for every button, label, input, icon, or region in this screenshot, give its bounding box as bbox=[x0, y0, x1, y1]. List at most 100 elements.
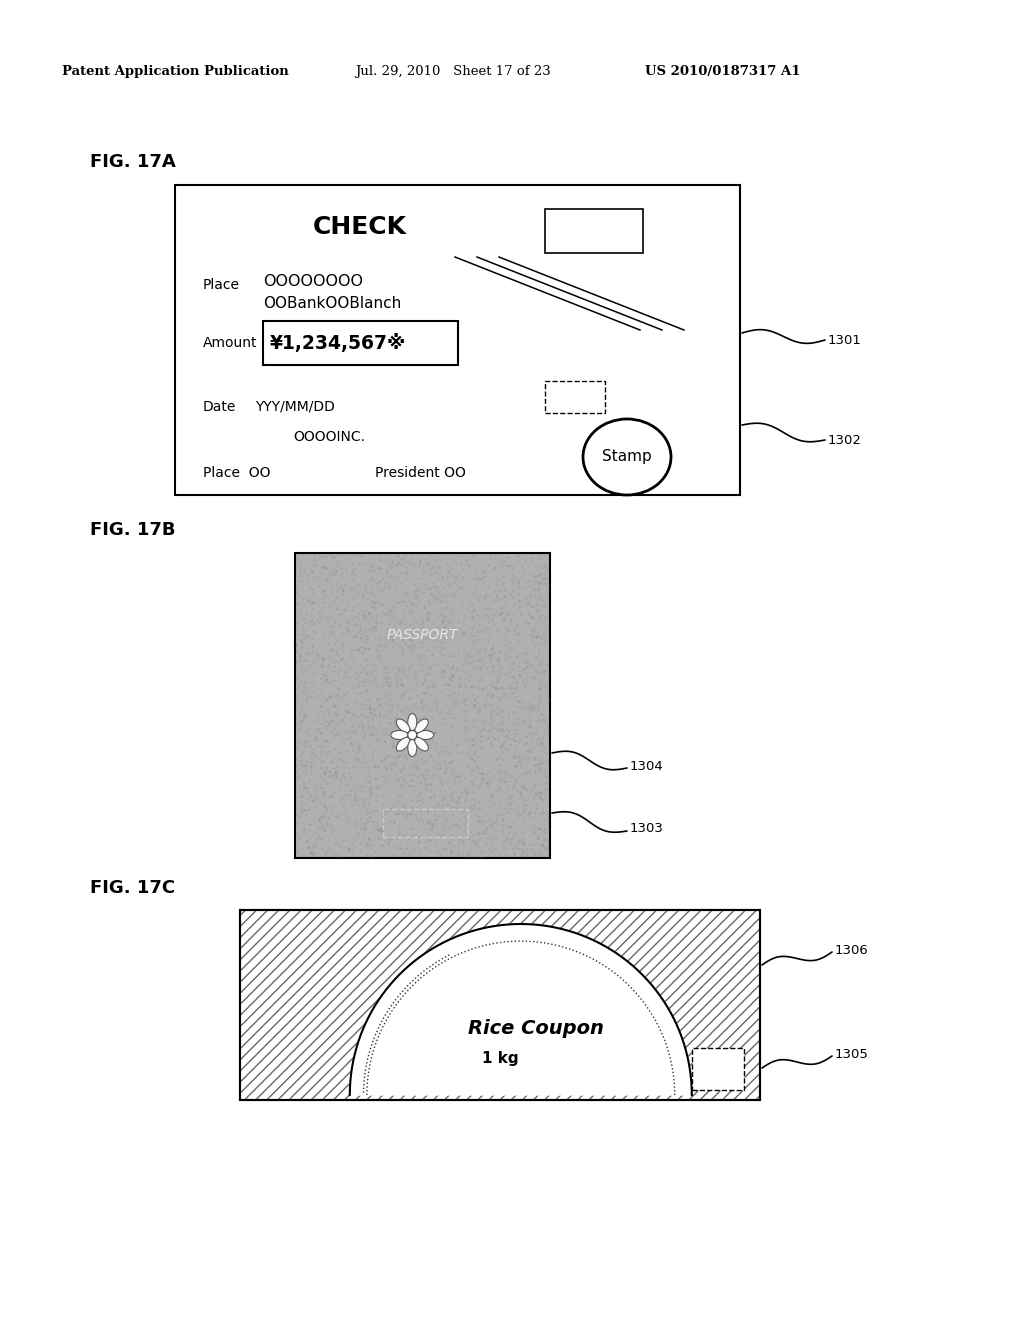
Point bbox=[397, 632, 414, 653]
Point bbox=[354, 746, 371, 767]
Point bbox=[532, 678, 549, 700]
Point bbox=[437, 620, 454, 642]
Point bbox=[367, 627, 383, 648]
Point bbox=[342, 733, 358, 754]
Point bbox=[324, 822, 340, 843]
Point bbox=[347, 755, 364, 776]
Point bbox=[460, 781, 476, 803]
Point bbox=[434, 793, 451, 814]
Point bbox=[442, 668, 459, 689]
Point bbox=[375, 813, 391, 834]
Point bbox=[330, 711, 346, 733]
Point bbox=[515, 822, 531, 843]
Point bbox=[313, 748, 330, 770]
Point bbox=[500, 618, 516, 639]
Point bbox=[365, 814, 381, 836]
Point bbox=[460, 644, 476, 665]
Point bbox=[291, 565, 307, 586]
Point bbox=[515, 832, 531, 853]
Point bbox=[378, 768, 394, 789]
Point bbox=[348, 816, 365, 837]
Point bbox=[537, 822, 553, 843]
Point bbox=[392, 785, 409, 807]
Point bbox=[351, 661, 368, 682]
Point bbox=[436, 742, 453, 763]
Point bbox=[297, 776, 313, 797]
Point bbox=[455, 639, 471, 660]
Point bbox=[375, 820, 391, 841]
Point bbox=[449, 566, 465, 587]
Point bbox=[292, 780, 308, 801]
Point bbox=[520, 697, 537, 718]
Point bbox=[308, 644, 325, 665]
Point bbox=[426, 576, 442, 597]
Point bbox=[420, 591, 436, 612]
Point bbox=[314, 838, 331, 859]
Point bbox=[539, 653, 555, 675]
Point bbox=[464, 760, 480, 781]
Point bbox=[451, 726, 467, 747]
Point bbox=[541, 737, 557, 758]
Point bbox=[503, 816, 519, 837]
Point bbox=[410, 755, 426, 776]
Point bbox=[508, 676, 524, 697]
Point bbox=[417, 682, 433, 704]
Point bbox=[409, 722, 425, 743]
Point bbox=[354, 788, 371, 809]
Point bbox=[461, 553, 477, 574]
Point bbox=[342, 780, 358, 801]
Point bbox=[441, 675, 458, 696]
Point bbox=[357, 833, 374, 854]
Point bbox=[447, 623, 464, 644]
Point bbox=[443, 715, 460, 737]
Point bbox=[374, 766, 390, 787]
Point bbox=[343, 721, 359, 742]
Point bbox=[362, 701, 379, 722]
Point bbox=[289, 581, 305, 602]
Text: OOOOOOOO: OOOOOOOO bbox=[263, 273, 362, 289]
Point bbox=[480, 721, 497, 742]
Point bbox=[375, 803, 391, 824]
Point bbox=[327, 845, 343, 866]
Point bbox=[496, 731, 512, 752]
Point bbox=[521, 715, 538, 737]
Point bbox=[382, 626, 398, 647]
Point bbox=[408, 744, 424, 766]
Point bbox=[541, 818, 557, 840]
Point bbox=[318, 799, 335, 820]
Point bbox=[383, 796, 399, 817]
Point bbox=[346, 748, 362, 770]
Point bbox=[352, 655, 369, 676]
Ellipse shape bbox=[408, 739, 417, 756]
Point bbox=[308, 554, 325, 576]
Point bbox=[384, 696, 400, 717]
Point bbox=[462, 841, 478, 862]
Point bbox=[390, 545, 407, 566]
Point bbox=[388, 676, 404, 697]
Point bbox=[470, 671, 486, 692]
Point bbox=[479, 772, 496, 793]
Point bbox=[462, 591, 478, 612]
Point bbox=[412, 645, 428, 667]
Point bbox=[472, 607, 488, 628]
Point bbox=[395, 825, 412, 846]
Point bbox=[368, 818, 384, 840]
Point bbox=[375, 635, 391, 656]
Point bbox=[507, 768, 523, 789]
Point bbox=[322, 760, 338, 781]
Point bbox=[503, 675, 519, 696]
Point bbox=[496, 760, 512, 781]
Point bbox=[526, 755, 543, 776]
Text: 1303: 1303 bbox=[630, 822, 664, 836]
Point bbox=[465, 630, 481, 651]
Point bbox=[506, 730, 522, 751]
Point bbox=[534, 781, 550, 803]
Point bbox=[364, 582, 380, 603]
Point bbox=[293, 793, 309, 814]
Point bbox=[408, 611, 424, 632]
Point bbox=[529, 828, 546, 849]
Point bbox=[511, 626, 527, 647]
Point bbox=[345, 715, 361, 737]
Point bbox=[456, 701, 472, 722]
Point bbox=[397, 562, 414, 583]
